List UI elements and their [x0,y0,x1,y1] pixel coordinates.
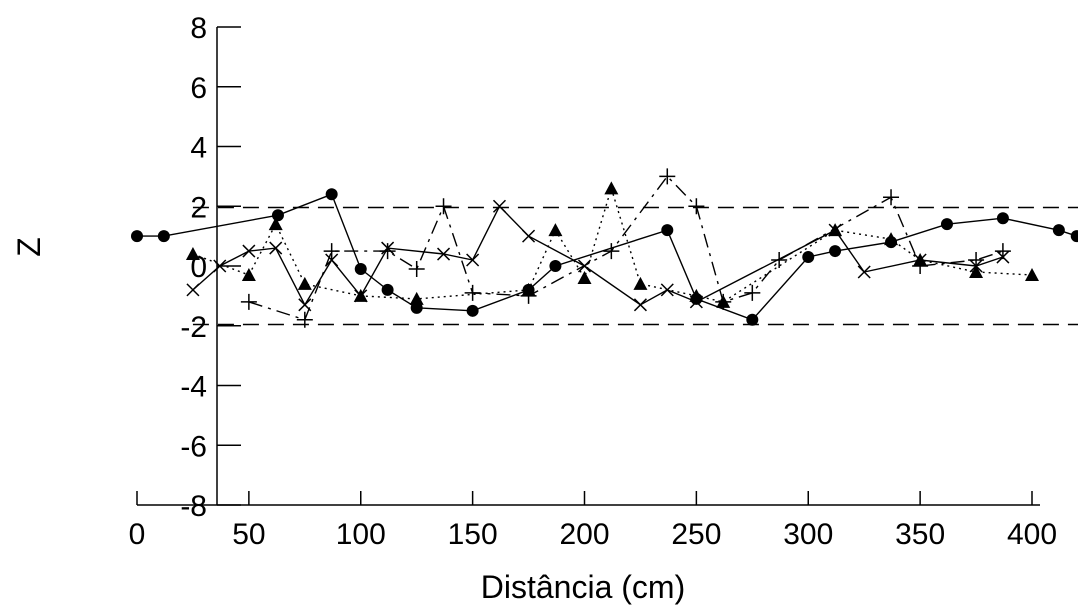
x-tick-label: 400 [1007,518,1057,551]
data-point-plus [379,243,396,260]
data-point-cross [466,253,480,267]
data-point-circle [325,188,338,201]
series-4 [240,168,1011,328]
data-point-circle [1070,230,1078,243]
data-point-plus [688,198,705,215]
data-point-cross [492,199,507,213]
data-point-circle [940,218,953,231]
data-point-circle [157,230,170,243]
y-tick-label: -8 [180,490,207,523]
y-tick-label: 0 [190,251,207,284]
x-tick-label: 200 [559,518,609,551]
data-point-plus [520,287,537,304]
data-point-cross [437,247,451,261]
data-point-plus [464,284,481,301]
series-3 [186,199,1010,312]
data-point-circle [829,245,842,258]
y-axis-title: Z [11,237,47,257]
data-point-plus [968,252,985,269]
data-point-cross [269,241,283,255]
data-point-circle [661,224,674,237]
y-tick-label: -4 [180,371,207,404]
data-point-circle [549,260,562,272]
data-point-plus [659,168,676,185]
data-point-cross [325,253,339,267]
data-point-triangle [604,181,619,195]
y-tick-label: -6 [180,430,207,463]
data-point-triangle [633,276,648,290]
series-line [192,205,1004,307]
series-line [192,185,1033,303]
data-point-plus [603,243,620,260]
data-point-circle [466,304,479,317]
data-point-triangle [268,217,283,231]
data-point-plus [771,252,788,269]
data-point-cross [242,244,256,258]
series-1 [131,188,1078,326]
data-point-triangle [409,291,424,305]
data-point-cross [689,295,703,309]
data-point-circle [381,283,394,296]
x-tick-label: 250 [671,518,721,551]
data-point-triangle [297,276,312,290]
y-tick-label: 8 [190,12,207,45]
data-point-plus [435,198,452,215]
data-point-triangle [969,264,984,278]
x-tick-label: 300 [783,518,833,551]
y-tick-label: 4 [190,132,207,165]
data-point-plus [240,293,257,310]
x-tick-label: 150 [448,518,498,551]
data-point-plus [994,243,1011,260]
x-tick-label: 50 [232,518,265,551]
x-axis-title: Distância (cm) [481,569,685,605]
data-point-cross [633,298,647,312]
data-point-triangle [1025,267,1039,281]
data-point-plus [296,311,313,328]
reference-lines [192,206,1078,326]
data-point-cross [354,289,368,303]
data-point-circle [354,262,367,275]
data-point-triangle [577,270,592,284]
x-tick-label: 350 [895,518,945,551]
data-point-circle [746,313,759,326]
x-tick-label: 0 [129,518,146,551]
data-point-plus [883,189,900,206]
data-point-triangle [884,232,899,246]
y-tick-label: -2 [180,311,207,344]
data-point-circle [996,212,1009,225]
data-point-plus [744,284,761,301]
axes: -8 -6 -4 -2 0 2 4 6 8 0 50 100 150 200 250 300 350 400 [129,12,1057,551]
data-point-triangle [185,247,200,261]
data-point-cross [186,283,200,297]
data-point-plus [715,293,732,310]
data-point-plus [912,258,929,274]
data-point-circle [131,230,143,243]
data-point-cross [522,229,536,243]
data-point-circle [802,251,815,264]
data-point-triangle [241,267,256,281]
data-point-triangle [548,223,563,237]
data-point-plus [323,243,340,260]
x-tick-label: 100 [336,518,386,551]
series-line [248,175,1004,321]
y-tick-label: 2 [190,191,207,224]
data-point-cross [857,265,871,279]
series-layer [131,168,1078,328]
data-point-circle [271,209,284,222]
data-point-cross [660,283,674,297]
data-point-plus [408,260,425,277]
data-point-circle [1052,224,1065,237]
y-tick-label: 6 [190,72,207,105]
